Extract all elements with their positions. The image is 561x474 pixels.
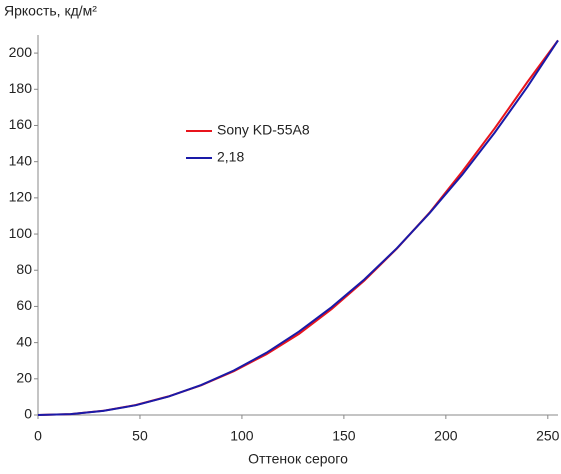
- y-axis-label: Яркость, кд/м²: [4, 3, 97, 19]
- y-tick-label: 100: [9, 225, 33, 241]
- y-tick-label: 200: [9, 44, 33, 60]
- x-axis-label: Оттенок серого: [248, 451, 348, 467]
- y-tick-label: 40: [16, 333, 32, 349]
- y-tick-label: 140: [9, 152, 33, 168]
- x-tick-label: 50: [132, 428, 148, 444]
- y-tick-label: 80: [16, 261, 32, 277]
- y-tick-label: 0: [24, 406, 32, 422]
- x-tick-label: 0: [34, 428, 42, 444]
- series-line: [37, 39, 559, 416]
- y-tick-label: 180: [9, 80, 33, 96]
- x-tick-label: 250: [536, 428, 560, 444]
- x-tick-label: 200: [434, 428, 458, 444]
- y-tick-label: 160: [9, 116, 33, 132]
- y-tick-label: 120: [9, 189, 33, 205]
- series-line: [37, 39, 559, 416]
- legend-label: 2,18: [217, 149, 244, 165]
- x-tick-label: 150: [332, 428, 356, 444]
- y-tick-label: 20: [16, 370, 32, 386]
- x-tick-label: 100: [230, 428, 254, 444]
- y-tick-label: 60: [16, 297, 32, 313]
- legend-label: Sony KD-55A8: [217, 122, 310, 138]
